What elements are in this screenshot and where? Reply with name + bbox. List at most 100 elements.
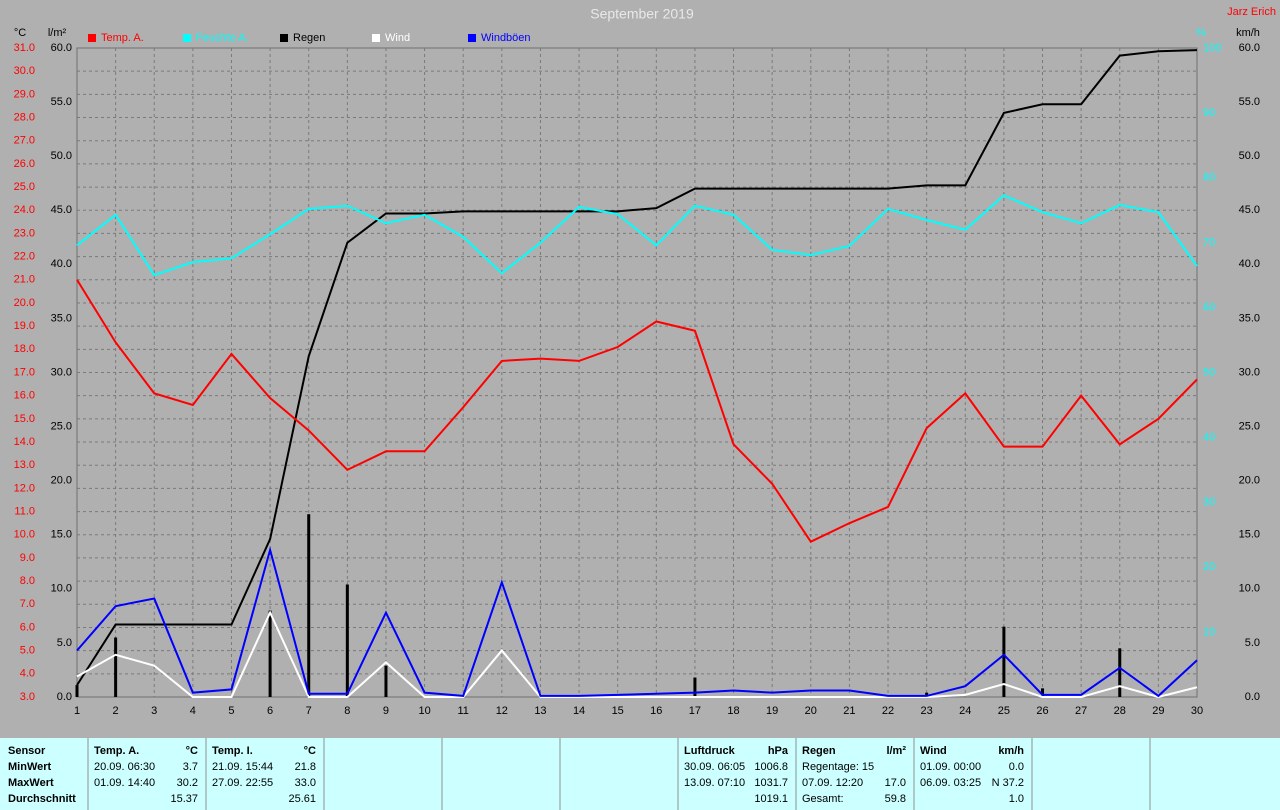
- y-tick-label: 20: [1203, 561, 1215, 573]
- legend-label: Windböen: [481, 32, 531, 44]
- cell: 25.61: [288, 793, 316, 805]
- x-tick-label: 24: [959, 705, 971, 717]
- y-tick-label: 50.0: [51, 150, 72, 162]
- y-tick-label: 10: [1203, 626, 1215, 638]
- cell: 0.0: [1009, 761, 1024, 773]
- row-label: MinWert: [8, 761, 52, 773]
- cell: 21.8: [295, 761, 316, 773]
- y-axis-unit: °C: [14, 27, 26, 39]
- y-tick-label: 16.0: [14, 390, 35, 402]
- x-tick-label: 6: [267, 705, 273, 717]
- x-tick-label: 13: [534, 705, 546, 717]
- y-tick-label: 26.0: [14, 158, 35, 170]
- x-tick-label: 9: [383, 705, 389, 717]
- y-tick-label: 55.0: [1239, 96, 1260, 108]
- cell: N 37.2: [992, 777, 1024, 789]
- legend-swatch: [468, 34, 476, 42]
- y4-axis-unit: km/h: [1236, 27, 1260, 39]
- x-tick-label: 28: [1114, 705, 1126, 717]
- column-unit: km/h: [998, 745, 1024, 757]
- x-tick-label: 30: [1191, 705, 1203, 717]
- y-tick-label: 25.0: [51, 420, 72, 432]
- legend-swatch: [88, 34, 96, 42]
- rain-bar: [384, 665, 388, 697]
- cell: 1006.8: [754, 761, 788, 773]
- x-tick-label: 10: [418, 705, 430, 717]
- cell: 1031.7: [754, 777, 788, 789]
- cell: 20.09. 06:30: [94, 761, 155, 773]
- y-tick-label: 30.0: [51, 366, 72, 378]
- cell: Regentage: 15: [802, 761, 874, 773]
- legend-label: Temp. A.: [101, 32, 144, 44]
- column-header: Regen: [802, 745, 836, 757]
- column-header: Temp. I.: [212, 745, 253, 757]
- series-line: [76, 49, 1198, 686]
- legend-label: Wind: [385, 32, 410, 44]
- legend-swatch: [280, 34, 288, 42]
- y-tick-label: 40.0: [1239, 258, 1260, 270]
- x-tick-label: 8: [344, 705, 350, 717]
- y-tick-label: 19.0: [14, 320, 35, 332]
- y-tick-label: 25.0: [14, 181, 35, 193]
- y-tick-label: 27.0: [14, 135, 35, 147]
- rain-bar: [114, 637, 118, 697]
- y-tick-label: 18.0: [14, 343, 35, 355]
- y-tick-label: 25.0: [1239, 420, 1260, 432]
- y-tick-label: 100: [1203, 42, 1221, 54]
- y-tick-label: 20.0: [51, 475, 72, 487]
- row-label: Durchschnitt: [8, 793, 76, 805]
- y-tick-label: 15.0: [14, 413, 35, 425]
- cell: 30.2: [177, 777, 198, 789]
- y-tick-label: 30: [1203, 496, 1215, 508]
- y-tick-label: 90: [1203, 107, 1215, 119]
- column-header: Luftdruck: [684, 745, 736, 757]
- cell: 30.09. 06:05: [684, 761, 745, 773]
- y-tick-label: 6.0: [20, 621, 35, 633]
- x-tick-label: 17: [689, 705, 701, 717]
- column-header: Wind: [920, 745, 947, 757]
- x-tick-label: 15: [612, 705, 624, 717]
- y-tick-label: 60.0: [51, 42, 72, 54]
- cell: 33.0: [295, 777, 316, 789]
- y-tick-label: 23.0: [14, 227, 35, 239]
- y-tick-label: 10.0: [14, 529, 35, 541]
- column-header: Temp. A.: [94, 745, 139, 757]
- series-line: [76, 194, 1198, 277]
- x-tick-label: 25: [998, 705, 1010, 717]
- y-tick-label: 17.0: [14, 366, 35, 378]
- cell: 17.0: [885, 777, 906, 789]
- rain-bar: [925, 692, 929, 697]
- y-tick-label: 0.0: [1245, 691, 1260, 703]
- x-tick-label: 5: [228, 705, 234, 717]
- y-tick-label: 4.0: [20, 668, 35, 680]
- y-tick-label: 20.0: [1239, 475, 1260, 487]
- y-tick-label: 31.0: [14, 42, 35, 54]
- y-tick-label: 35.0: [51, 312, 72, 324]
- x-tick-label: 26: [1036, 705, 1048, 717]
- legend-swatch: [372, 34, 380, 42]
- cell: 1019.1: [754, 793, 788, 805]
- y-tick-label: 5.0: [57, 637, 72, 649]
- y-tick-label: 45.0: [51, 204, 72, 216]
- x-tick-label: 16: [650, 705, 662, 717]
- y-tick-label: 24.0: [14, 204, 35, 216]
- x-tick-label: 19: [766, 705, 778, 717]
- cell: 13.09. 07:10: [684, 777, 745, 789]
- y-tick-label: 5.0: [20, 645, 35, 657]
- cell: 15.37: [170, 793, 198, 805]
- x-tick-label: 29: [1152, 705, 1164, 717]
- row-label: MaxWert: [8, 777, 54, 789]
- y-tick-label: 21.0: [14, 274, 35, 286]
- y-tick-label: 13.0: [14, 459, 35, 471]
- cell: 01.09. 14:40: [94, 777, 155, 789]
- series-line: [76, 546, 1198, 698]
- y-tick-label: 35.0: [1239, 312, 1260, 324]
- y-tick-label: 12.0: [14, 482, 35, 494]
- y-tick-label: 30.0: [14, 65, 35, 77]
- table-header: Sensor: [8, 745, 46, 757]
- y-tick-label: 8.0: [20, 575, 35, 587]
- rain-bar: [345, 584, 349, 697]
- x-tick-label: 21: [843, 705, 855, 717]
- y-tick-label: 5.0: [1245, 637, 1260, 649]
- y-tick-label: 40: [1203, 431, 1215, 443]
